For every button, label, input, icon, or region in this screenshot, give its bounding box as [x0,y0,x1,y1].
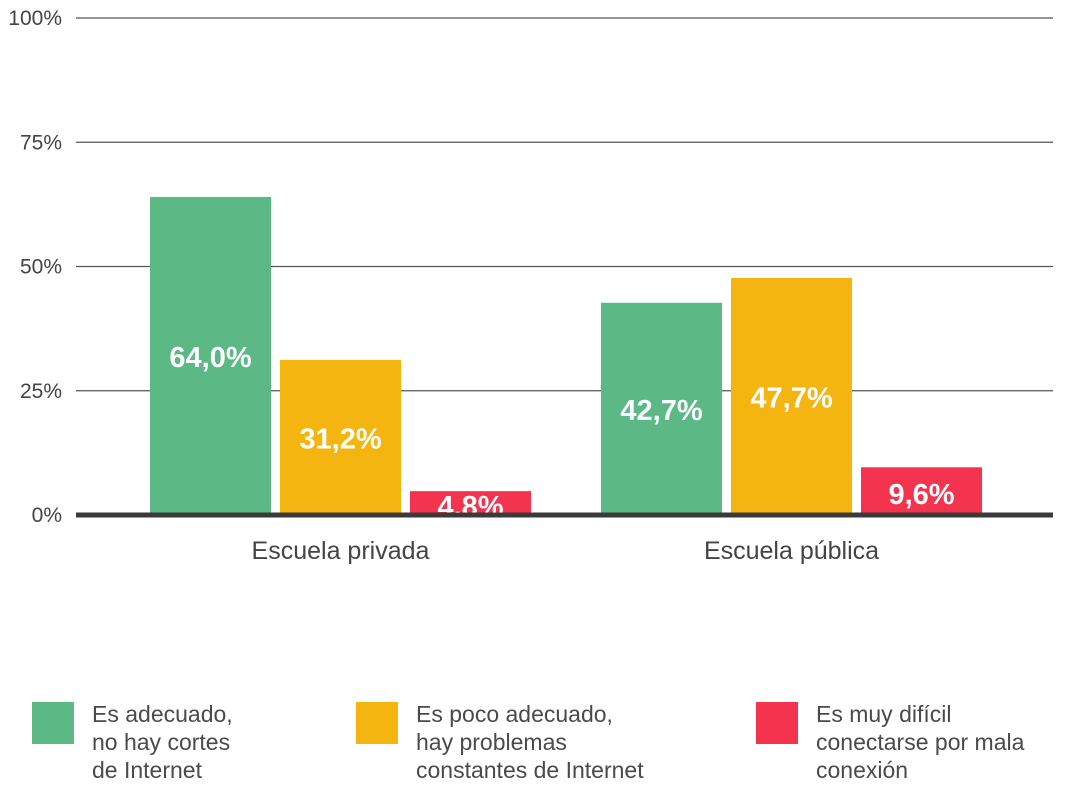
data-label: 31,2% [299,423,381,455]
data-label: 47,7% [750,382,832,414]
data-label: 42,7% [620,395,702,427]
bar [280,359,401,515]
bar [731,277,852,515]
bar [410,491,531,515]
bar-chart: 0% 25% 50% 75% 100% 64,0% 31,2% 4,8% 42,7% 47,7%… [8,7,1053,565]
category-label: Escuela pública [704,537,879,565]
y-tick-label: 0% [32,504,62,527]
y-tick-label: 50% [20,256,62,279]
bar [150,196,271,516]
legend-swatch-red [756,702,798,744]
y-tick-label: 25% [20,380,62,403]
legend-swatch-yellow [356,702,398,744]
legend-item-adecuado: Es adecuado, no hay cortes de Internet [32,700,233,784]
data-labels: 64,0% 31,2% 4,8% 42,7% 47,7% 9,6% [169,342,954,523]
y-tick-label: 75% [20,131,62,154]
legend-label: Es adecuado, no hay cortes de Internet [92,701,233,783]
bar [601,302,722,515]
legend-swatch-green [32,702,74,744]
legend-label: Es poco adecuado, hay problemas constant… [416,701,644,783]
y-tick-label: 100% [8,7,62,30]
legend-label: Es muy difícil conectarse por mala conex… [816,701,1025,783]
data-label: 4,8% [437,491,503,523]
data-label: 9,6% [888,479,954,511]
category-label: Escuela privada [252,537,430,565]
legend: Es adecuado, no hay cortes de Internet E… [0,700,1074,787]
bar [861,467,982,515]
legend-item-poco-adecuado: Es poco adecuado, hay problemas constant… [356,700,644,784]
data-label: 64,0% [169,342,251,374]
category-labels: Escuela privada Escuela pública [252,537,880,565]
legend-item-muy-dificil: Es muy difícil conectarse por mala conex… [756,700,1024,784]
bars [150,196,982,516]
